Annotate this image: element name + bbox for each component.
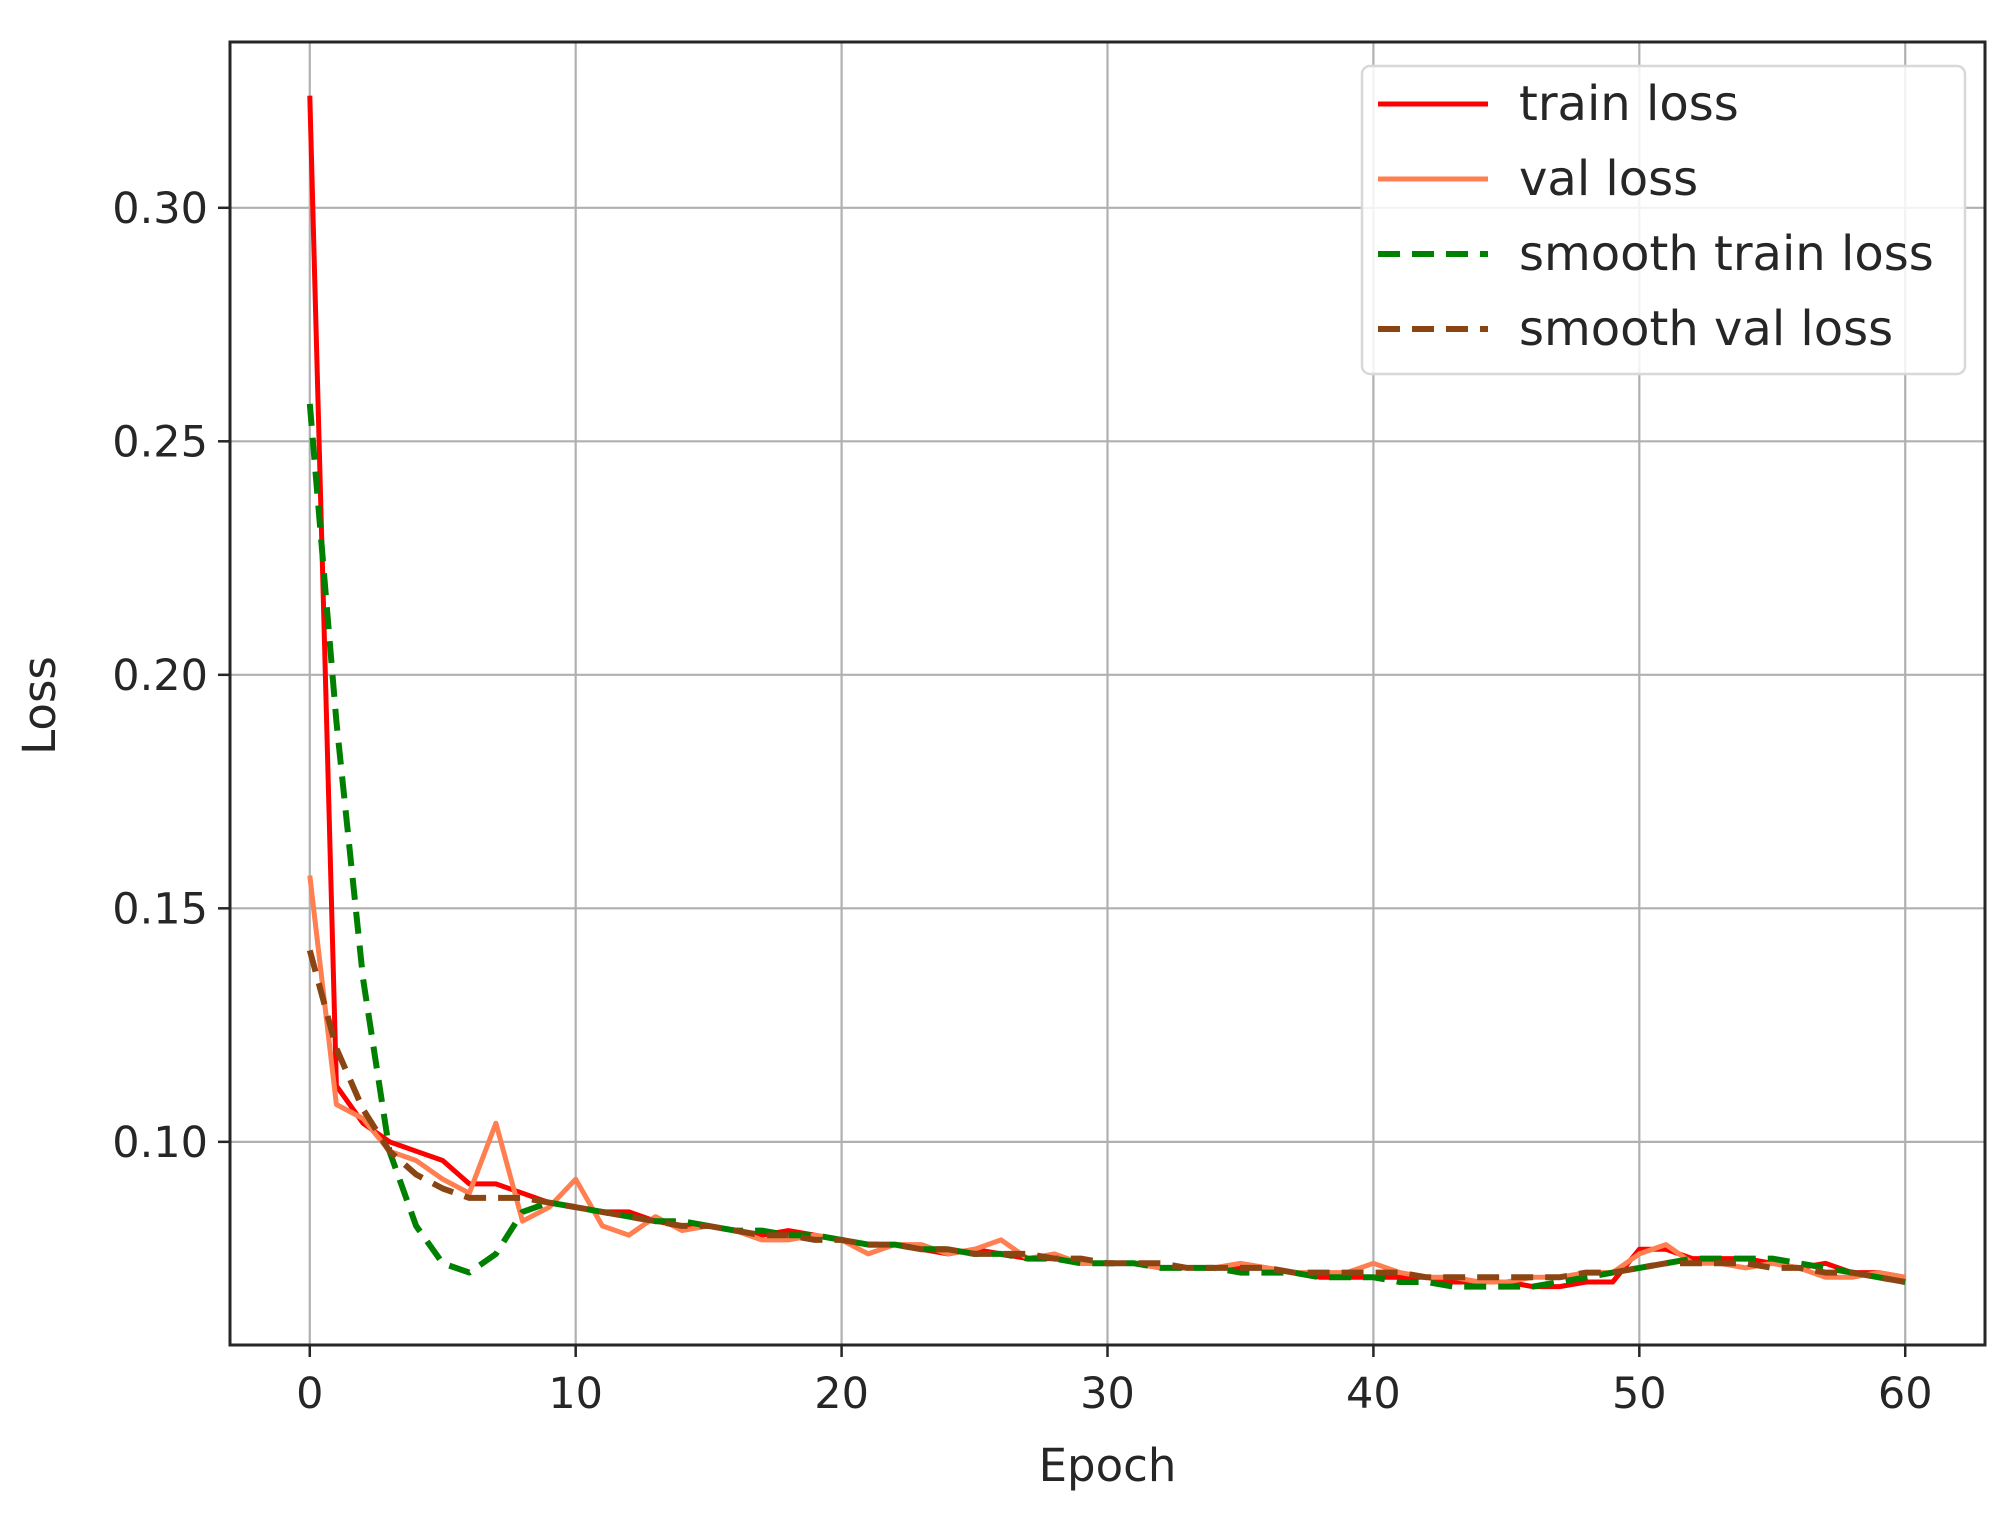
y-tick-label: 0.25 [112, 417, 208, 467]
legend-label: val loss [1519, 151, 1698, 207]
x-tick-label: 50 [1612, 1369, 1667, 1419]
x-tick-label: 20 [814, 1369, 869, 1419]
ticks: 0 10 20 30 40 50 60 0.10 0.15 0.20 0.25 0.30 [112, 184, 1932, 1419]
x-axis-label: Epoch [1039, 1439, 1177, 1492]
y-axis-label: Loss [13, 656, 66, 755]
x-tick-label: 0 [296, 1369, 323, 1419]
series-layer [306, 95, 1906, 1290]
x-tick-label: 10 [548, 1369, 603, 1419]
y-tick-label: 0.20 [112, 651, 208, 701]
y-tick-label: 0.10 [112, 1118, 208, 1168]
legend: train loss val loss smooth train loss smoot… [1360, 64, 1967, 376]
legend-label: smooth train loss [1519, 226, 1934, 282]
x-tick-label: 40 [1346, 1369, 1401, 1419]
series-line-smooth-val-loss [306, 949, 1906, 1285]
y-tick-label: 0.15 [112, 884, 208, 934]
x-tick-label: 30 [1080, 1369, 1135, 1419]
legend-label: train loss [1519, 76, 1739, 132]
grid [230, 42, 1985, 1345]
legend-label: smooth val loss [1519, 301, 1893, 357]
y-tick-label: 0.30 [112, 184, 208, 234]
legend-box [1360, 64, 1967, 376]
x-tick-label: 60 [1878, 1369, 1933, 1419]
